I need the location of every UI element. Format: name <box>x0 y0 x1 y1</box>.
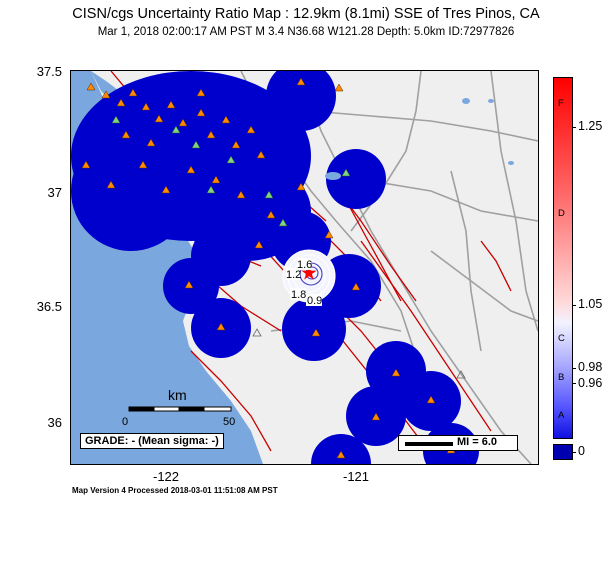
lat-label-36-5: 36.5 <box>36 299 62 314</box>
grade-f: F <box>558 98 564 109</box>
lon-label-121: -121 <box>343 469 370 484</box>
uncertainty-map[interactable]: ★ 1.6 1.2 1.8 0.9 <box>70 70 539 465</box>
grade-box: GRADE: - (Mean sigma: -) <box>80 433 224 449</box>
lat-label-37: 37 <box>47 185 62 200</box>
contour-label-1: 1.6 <box>297 259 312 271</box>
contour-label-2: 1.2 <box>286 269 301 281</box>
lat-label-37-5: 37.5 <box>36 64 62 79</box>
scale-end: 50 <box>223 416 236 428</box>
mi-bar <box>405 442 453 446</box>
colorbar <box>553 77 573 439</box>
map-canvas: ★ 1.6 1.2 1.8 0.9 <box>71 71 538 464</box>
contour-label-3: 1.8 <box>291 289 306 301</box>
grade-d: D <box>558 208 565 219</box>
lat-label-36: 36 <box>47 415 62 430</box>
grade-b: B <box>558 372 565 383</box>
lon-label-122: -122 <box>153 469 180 484</box>
colorbar-zero-swatch <box>553 444 573 460</box>
processing-footer: Map Version 4 Processed 2018-03-01 11:51… <box>72 486 278 495</box>
scale-bar <box>128 406 232 412</box>
cbar-tick-2 <box>572 305 576 306</box>
cbar-tick-1 <box>572 127 576 128</box>
cbar-tick-4 <box>572 383 576 384</box>
map-title: CISN/cgs Uncertainty Ratio Map : 12.9km … <box>72 6 540 22</box>
lakes <box>325 98 514 180</box>
grade-a: A <box>558 410 565 421</box>
mi-legend-label: MI = 6.0 <box>457 436 498 448</box>
stations-open <box>252 328 466 379</box>
contour-label-4: 0.9 <box>307 295 322 307</box>
stations-orange <box>81 77 456 459</box>
cbar-tick-3 <box>572 368 576 369</box>
event-subtitle: Mar 1, 2018 02:00:17 AM PST M 3.4 N36.68… <box>97 26 515 38</box>
mi-legend: MI = 6.0 <box>398 435 518 451</box>
scale-start: 0 <box>122 416 129 428</box>
uncertainty-regions <box>71 71 479 464</box>
cbar-value-0-98: 0.98 <box>578 360 603 374</box>
stations-green <box>111 115 351 227</box>
cbar-value-1-05: 1.05 <box>578 297 603 311</box>
cbar-value-0: 0 <box>578 444 585 458</box>
cbar-tick-5 <box>572 452 576 453</box>
cbar-value-0-96: 0.96 <box>578 376 603 390</box>
scale-unit: km <box>168 387 187 403</box>
cbar-value-1-25: 1.25 <box>578 119 603 133</box>
grade-c: C <box>558 333 565 344</box>
